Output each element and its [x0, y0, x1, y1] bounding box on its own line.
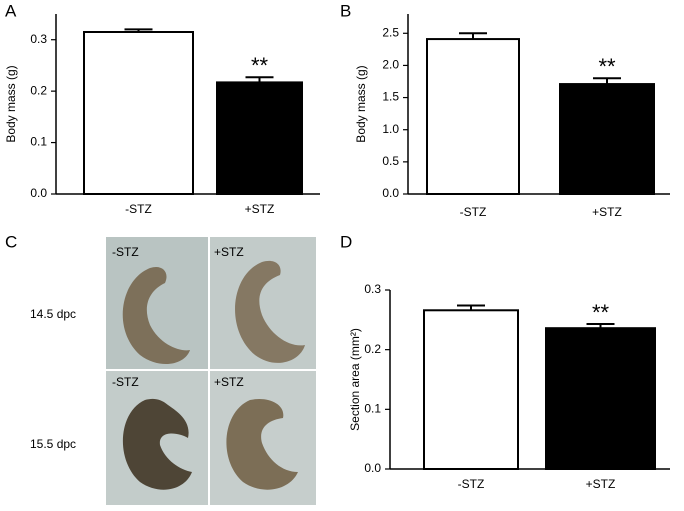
panel-label: C: [5, 232, 17, 251]
significance: **: [592, 300, 610, 325]
x-tick-label: +STZ: [245, 202, 275, 216]
panel-label: A: [5, 1, 17, 20]
x-tick-label: +STZ: [592, 205, 622, 219]
image-label: -STZ: [112, 245, 139, 259]
y-axis-label: Body mass (g): [354, 65, 368, 142]
significance: **: [598, 54, 616, 79]
x-tick-label: -STZ: [460, 205, 487, 219]
embryo: [122, 266, 190, 365]
bar: [83, 31, 194, 195]
row-label: 15.5 dpc: [30, 437, 76, 451]
y-tick-label: 0.0: [30, 186, 47, 200]
panel-c: C 14.5 dpc 15.5 dpc -STZ +STZ -STZ +STZ: [5, 232, 316, 505]
x-tick-label: +STZ: [586, 477, 616, 491]
bar: [423, 309, 519, 470]
y-tick-label: 0.2: [30, 83, 47, 97]
y-tick-label: 0.3: [364, 282, 381, 296]
panel-label: D: [340, 232, 352, 251]
bar: [545, 327, 656, 471]
y-tick-label: 0.1: [364, 402, 381, 416]
y-tick-label: 0.5: [382, 154, 399, 168]
y-tick-label: 2.0: [382, 58, 399, 72]
y-tick-label: 0.0: [364, 461, 381, 475]
x-tick-label: -STZ: [125, 202, 152, 216]
y-tick-label: 1.0: [382, 122, 399, 136]
y-tick-label: 0.1: [30, 135, 47, 149]
y-tick-label: 1.5: [382, 90, 399, 104]
y-tick-label: 0.2: [364, 342, 381, 356]
embryo: [226, 398, 298, 490]
significance: **: [251, 53, 269, 78]
y-axis-label: Section area (mm²): [348, 328, 362, 431]
bar: [216, 81, 303, 195]
y-axis-label: Body mass (g): [4, 65, 18, 142]
bar: [559, 83, 655, 195]
image-label: +STZ: [214, 245, 244, 259]
image-label: +STZ: [214, 375, 244, 389]
bar: [426, 38, 520, 196]
image-label: -STZ: [112, 375, 139, 389]
x-tick-label: -STZ: [458, 477, 485, 491]
embryo: [122, 398, 192, 490]
embryo: [235, 260, 305, 363]
y-tick-label: 0.0: [382, 186, 399, 200]
y-tick-label: 2.5: [382, 25, 399, 39]
panel-label: B: [340, 1, 351, 20]
y-tick-label: 0.3: [30, 32, 47, 46]
row-label: 14.5 dpc: [30, 307, 76, 321]
